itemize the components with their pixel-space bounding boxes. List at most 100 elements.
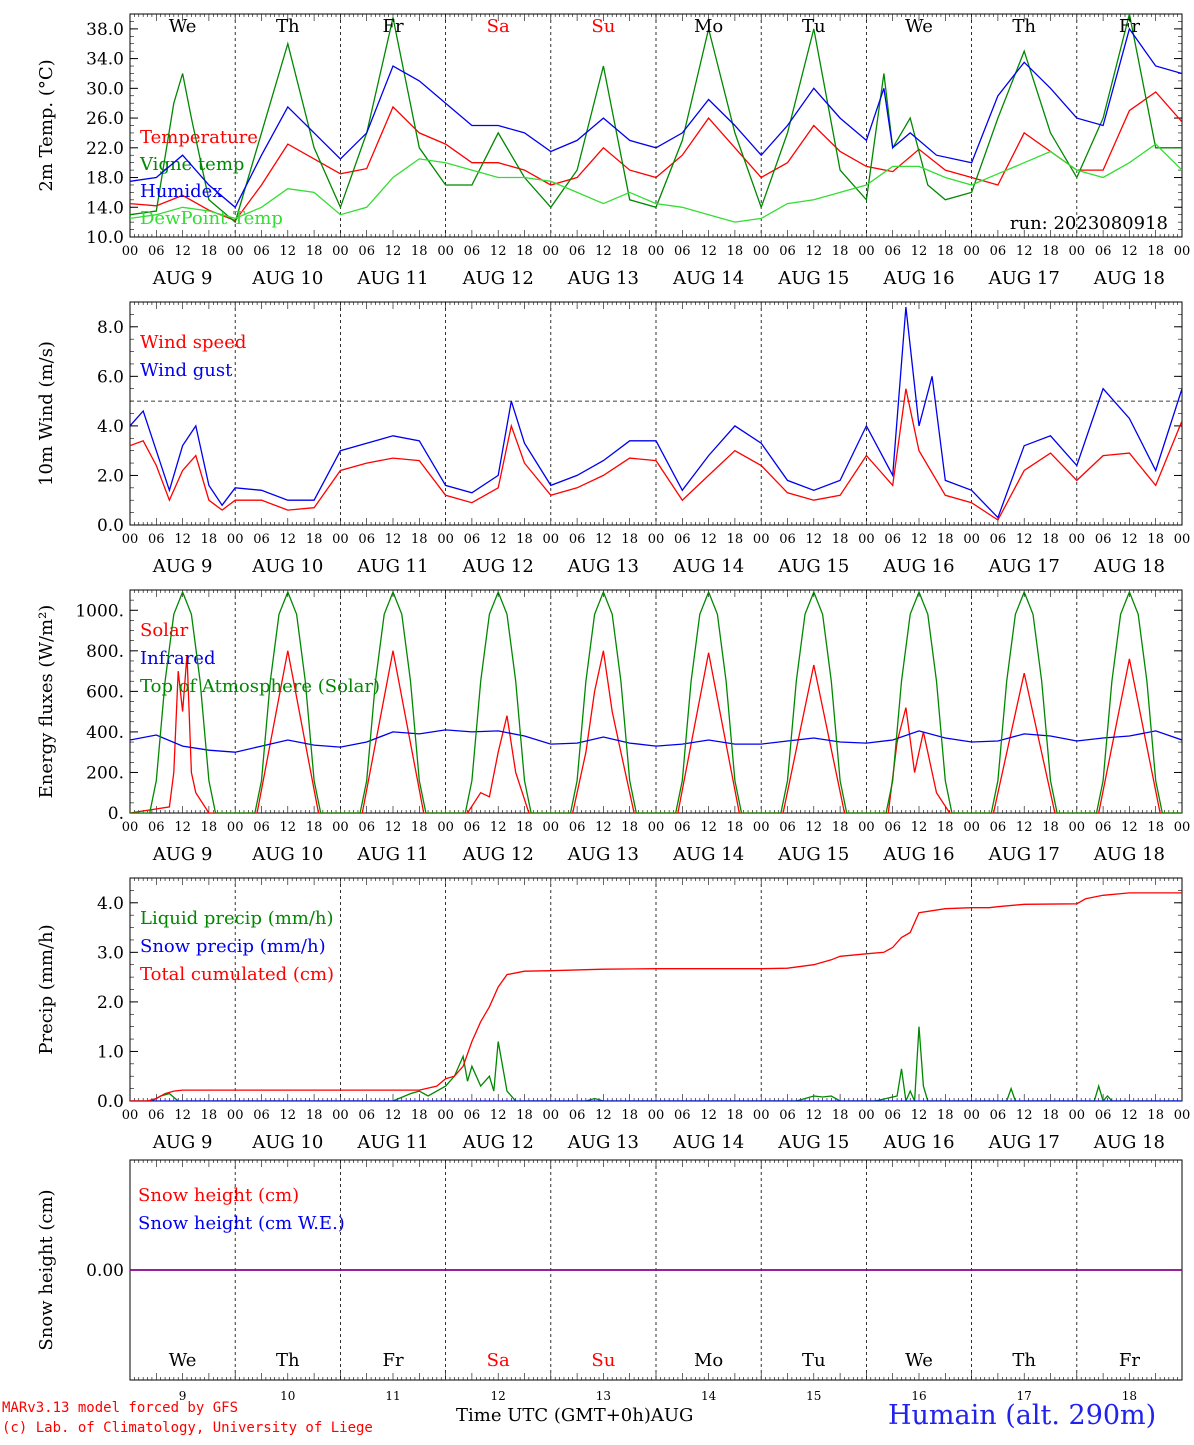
- hour-tick-label: 18: [937, 532, 954, 547]
- hour-tick-label: 06: [148, 532, 165, 547]
- date-label: AUG 17: [988, 556, 1060, 577]
- date-label: AUG 9: [152, 268, 213, 289]
- date-label: AUG 11: [356, 844, 428, 865]
- hour-tick-label: 18: [1147, 532, 1164, 547]
- hour-tick-label: 00: [648, 244, 665, 259]
- hour-tick-label: 00: [122, 244, 139, 259]
- hour-tick-label: 00: [227, 532, 244, 547]
- hour-tick-label: 18: [1042, 820, 1059, 835]
- hour-tick-label: 00: [858, 1108, 875, 1123]
- hour-tick-label: 12: [1016, 244, 1033, 259]
- hour-tick-label: 00: [122, 532, 139, 547]
- hour-tick-label: 18: [411, 244, 428, 259]
- legend-entry: Top of Atmosphere (Solar): [140, 676, 380, 697]
- wind-panel: 0.0 2.0 4.0 6.0 8.0 10m Wind (m/s) Wind speed W…: [36, 301, 1190, 577]
- hour-tick-label: 06: [884, 1108, 901, 1123]
- hour-tick-label: 06: [464, 820, 481, 835]
- day-of-week-label: Fr: [1119, 16, 1140, 37]
- date-label: AUG 11: [356, 1132, 428, 1153]
- hour-tick-label: 00: [858, 820, 875, 835]
- hour-tick-label: 00: [648, 820, 665, 835]
- legend-entry: Wind gust: [140, 360, 233, 381]
- hour-tick-label: 06: [569, 244, 586, 259]
- legend-entry: Snow precip (mm/h): [140, 936, 326, 957]
- y-tick-label: 26.0: [86, 109, 124, 129]
- day-of-week-label: Fr: [382, 1350, 403, 1371]
- series-line: [130, 27, 1182, 209]
- hour-tick-label: 12: [385, 1108, 402, 1123]
- hour-tick-label: 12: [1121, 820, 1138, 835]
- series-line: [130, 892, 1182, 1101]
- day-of-week-label: Mo: [694, 1350, 723, 1371]
- hour-tick-label: 00: [543, 244, 560, 259]
- hour-tick-label: 18: [1147, 820, 1164, 835]
- y-tick-label: 0.: [108, 804, 124, 824]
- day-of-week-label: Th: [1012, 16, 1036, 37]
- legend-entry: Snow height (cm): [138, 1185, 299, 1206]
- hour-tick-label: 00: [858, 244, 875, 259]
- date-label: AUG 10: [251, 268, 323, 289]
- legend-entry: Solar: [140, 620, 189, 641]
- hour-tick-label: 00: [437, 532, 454, 547]
- hour-tick-label: 12: [1121, 532, 1138, 547]
- date-label: AUG 16: [882, 556, 954, 577]
- day-of-week-label: Sa: [487, 16, 510, 37]
- y-tick-label: 800.: [86, 642, 124, 662]
- hour-tick-label: 18: [1042, 1108, 1059, 1123]
- day-number-label: 10: [280, 1389, 295, 1403]
- hour-tick-label: 00: [1069, 244, 1086, 259]
- day-number-label: 17: [1017, 1389, 1032, 1403]
- date-label: AUG 14: [672, 1132, 744, 1153]
- hour-tick-label: 12: [700, 820, 717, 835]
- hour-tick-label: 00: [753, 532, 770, 547]
- y-tick-label: 8.0: [97, 318, 124, 338]
- date-label: AUG 15: [777, 556, 849, 577]
- hour-tick-label: 18: [516, 1108, 533, 1123]
- legend-entry: Vigne temp: [139, 154, 244, 175]
- hour-tick-label: 12: [385, 532, 402, 547]
- hour-tick-label: 06: [674, 532, 691, 547]
- hour-tick-label: 12: [385, 820, 402, 835]
- hour-tick-label: 06: [990, 820, 1007, 835]
- series-line: [130, 91, 1182, 222]
- hour-tick-label: 00: [543, 820, 560, 835]
- run-label: run: 2023080918: [1010, 213, 1168, 234]
- date-label: AUG 16: [882, 844, 954, 865]
- y-tick-label: 0.00: [86, 1261, 124, 1281]
- day-of-week-label: We: [169, 1350, 197, 1371]
- hour-tick-label: 12: [490, 820, 507, 835]
- legend-entry: Temperature: [140, 127, 258, 148]
- hour-tick-label: 12: [806, 1108, 823, 1123]
- hour-tick-label: 18: [516, 244, 533, 259]
- date-label: AUG 18: [1093, 1132, 1165, 1153]
- hour-tick-label: 12: [806, 532, 823, 547]
- hour-tick-label: 00: [437, 244, 454, 259]
- day-of-week-label: Th: [276, 16, 300, 37]
- hour-tick-label: 12: [490, 532, 507, 547]
- hour-tick-label: 12: [911, 532, 928, 547]
- y-tick-label: 4.0: [97, 417, 124, 437]
- hour-tick-label: 12: [280, 532, 297, 547]
- hour-tick-label: 06: [464, 244, 481, 259]
- hour-tick-label: 06: [779, 532, 796, 547]
- hour-tick-label: 12: [280, 820, 297, 835]
- hour-tick-label: 18: [1147, 1108, 1164, 1123]
- y-tick-label: 10.0: [86, 228, 124, 248]
- hour-tick-label: 00: [963, 532, 980, 547]
- day-of-week-label: Tu: [802, 16, 826, 37]
- date-label: AUG 12: [462, 556, 534, 577]
- hour-tick-label: 12: [490, 1108, 507, 1123]
- legend-entry: Wind speed: [140, 332, 246, 353]
- model-credit-text: MARv3.13 model forced by GFS: [2, 1400, 239, 1416]
- date-label: AUG 12: [462, 844, 534, 865]
- series-line: [130, 143, 1182, 223]
- hour-tick-label: 12: [595, 244, 612, 259]
- y-tick-label: 3.0: [97, 943, 124, 963]
- hour-tick-label: 18: [727, 820, 744, 835]
- series-line: [130, 388, 1182, 521]
- date-label: AUG 10: [251, 1132, 323, 1153]
- hour-tick-label: 12: [1016, 820, 1033, 835]
- date-label: AUG 13: [567, 268, 639, 289]
- legend-entry: Snow height (cm W.E.): [138, 1213, 345, 1234]
